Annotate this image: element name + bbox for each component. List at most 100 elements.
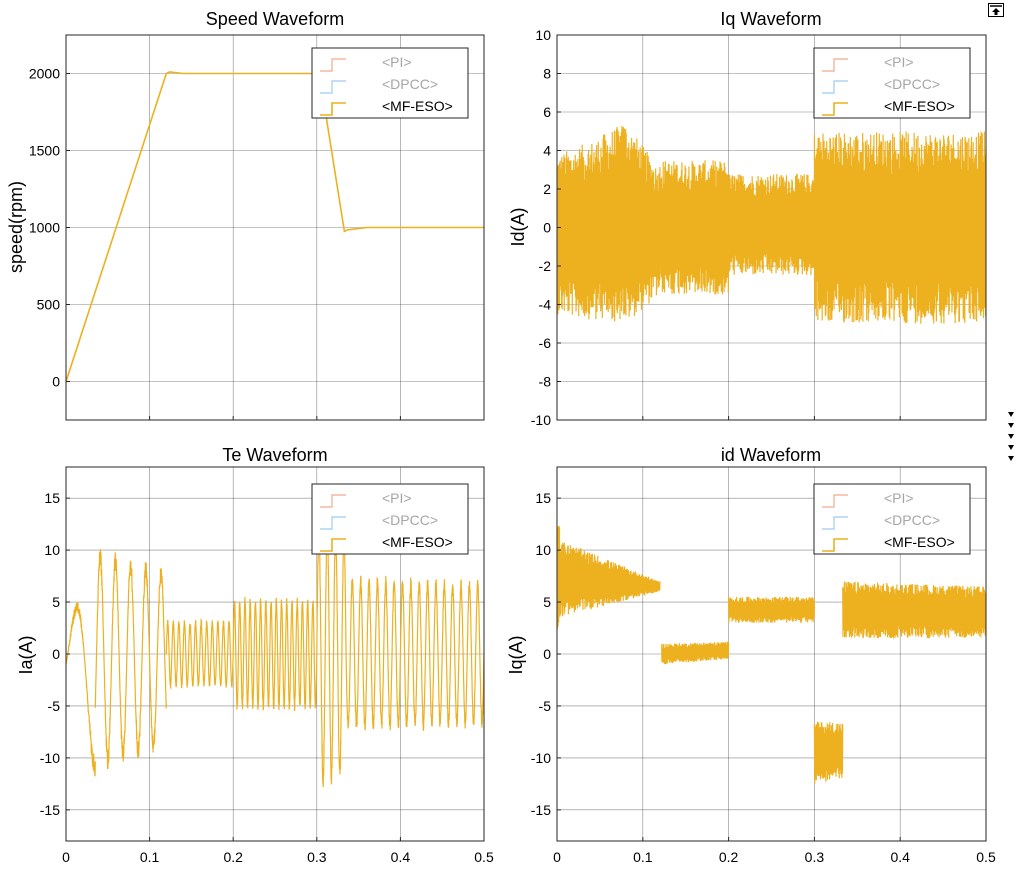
- legend-swatch-mfeso: [822, 102, 848, 116]
- speed-ylabel: speed(rpm): [6, 181, 26, 273]
- iq-ticks: -10 -8 -6 -4 -2 0 2 4 6 8 10: [531, 27, 987, 428]
- y-tick-label: -6: [539, 335, 552, 351]
- y-tick-label: -4: [539, 297, 552, 313]
- series-line-mfeso: [659, 160, 730, 295]
- y-tick-label: -10: [531, 412, 551, 428]
- legend-swatch-dpcc: [822, 516, 848, 530]
- legend-label-mfeso: <MF-ESO>: [884, 534, 955, 550]
- id-legend[interactable]: <PI> <DPCC> <MF-ESO>: [813, 483, 971, 555]
- series-line-mfeso: [590, 125, 627, 322]
- legend-label-pi: <PI>: [884, 54, 914, 70]
- x-tick-label: 0: [62, 849, 70, 865]
- id-ticks: 0 0.1 0.2 0.3 0.4 0.5 -15 -10 -5 0 5 10 15: [531, 490, 996, 865]
- series-line-mfeso: [728, 173, 815, 276]
- y-tick-label: 0: [543, 220, 551, 236]
- id-series: [557, 525, 986, 784]
- y-tick-label: -5: [539, 698, 552, 714]
- series-line-mfeso: [165, 617, 234, 690]
- y-tick-label: -2: [539, 258, 552, 274]
- x-tick-label: 0.1: [633, 849, 653, 865]
- speed-ticks: 0 500 1000 1500 2000: [29, 66, 485, 420]
- iq-title: Iq Waveform: [720, 9, 821, 29]
- legend-label-dpcc: <DPCC>: [884, 512, 940, 528]
- series-line-mfeso: [661, 641, 730, 665]
- series-line-mfeso: [728, 596, 815, 623]
- legend-label-pi: <PI>: [382, 490, 412, 506]
- legend-label-pi: <PI>: [382, 54, 412, 70]
- x-tick-label: 0.2: [223, 849, 243, 865]
- legend-swatch-dpcc: [320, 80, 346, 94]
- te-legend[interactable]: <PI> <DPCC> <MF-ESO>: [311, 483, 469, 555]
- legend-box: [813, 483, 971, 555]
- te-series: [66, 520, 484, 788]
- te-ylabel: Ia(A): [16, 635, 36, 674]
- iq-panel: -10 -8 -6 -4 -2 0 2 4 6 8 10 Iq Waveform Id(A) <PI…: [508, 9, 987, 428]
- legend-label-mfeso: <MF-ESO>: [382, 534, 453, 550]
- x-tick-label: 0: [553, 849, 561, 865]
- speed-panel: 0 500 1000 1500 2000 Speed Waveform speed(rp…: [6, 9, 485, 421]
- series-line-mfeso: [94, 549, 167, 770]
- y-tick-label: 15: [44, 490, 60, 506]
- y-tick-label: -10: [40, 750, 60, 766]
- legend-box: [311, 483, 469, 555]
- y-tick-label: 8: [543, 66, 551, 82]
- y-tick-label: 5: [543, 594, 551, 610]
- x-tick-label: 0.1: [140, 849, 160, 865]
- x-tick-label: 0.4: [391, 849, 411, 865]
- legend-box: [813, 47, 971, 119]
- series-line-mfeso: [345, 575, 484, 731]
- collapse-arrows-icon[interactable]: [1006, 410, 1016, 466]
- speed-series: [66, 71, 484, 382]
- legend-label-dpcc: <DPCC>: [884, 76, 940, 92]
- x-tick-label: 0.2: [719, 849, 739, 865]
- y-tick-label: 5: [52, 594, 60, 610]
- legend-label-dpcc: <DPCC>: [382, 76, 438, 92]
- x-tick-label: 0.5: [976, 849, 996, 865]
- iq-series: [557, 125, 986, 324]
- legend-swatch-dpcc: [822, 80, 848, 94]
- iq-legend[interactable]: <PI> <DPCC> <MF-ESO>: [813, 47, 971, 119]
- legend-box: [311, 47, 469, 119]
- y-tick-label: -5: [48, 698, 61, 714]
- y-tick-label: -15: [40, 802, 60, 818]
- legend-swatch-mfeso: [320, 102, 346, 116]
- series-line-mfeso: [316, 520, 347, 788]
- y-tick-label: 2: [543, 181, 551, 197]
- iq-ylabel: Id(A): [508, 207, 528, 246]
- te-ticks: 0 0.1 0.2 0.3 0.4 0.5 -15 -10 -5 0 5 10 15: [40, 490, 494, 865]
- y-tick-label: 0: [52, 646, 60, 662]
- legend-swatch-pi: [320, 58, 346, 72]
- speed-title: Speed Waveform: [206, 9, 344, 29]
- legend-swatch-pi: [320, 494, 346, 508]
- legend-label-mfeso: <MF-ESO>: [884, 98, 955, 114]
- legend-swatch-mfeso: [320, 538, 346, 552]
- series-line-mfeso: [813, 721, 844, 784]
- y-tick-label: 0: [543, 646, 551, 662]
- series-line-mfeso: [66, 71, 484, 382]
- y-tick-label: 1000: [29, 220, 60, 236]
- speed-legend[interactable]: <PI> <DPCC> <MF-ESO>: [311, 47, 469, 119]
- y-tick-label: 1500: [29, 143, 60, 159]
- series-line-mfeso: [558, 542, 661, 617]
- y-tick-label: 2000: [29, 66, 60, 82]
- export-figure-icon[interactable]: [988, 3, 1004, 17]
- legend-swatch-pi: [822, 58, 848, 72]
- legend-label-dpcc: <DPCC>: [382, 512, 438, 528]
- y-tick-label: 6: [543, 104, 551, 120]
- y-tick-label: 10: [535, 27, 551, 43]
- te-panel: 0 0.1 0.2 0.3 0.4 0.5 -15 -10 -5 0 5 10 15 Te Wavefo…: [16, 445, 494, 865]
- series-line-mfeso: [813, 131, 986, 324]
- series-line-mfeso: [557, 144, 592, 320]
- x-tick-label: 0.3: [805, 849, 825, 865]
- y-tick-label: -10: [531, 750, 551, 766]
- legend-label-mfeso: <MF-ESO>: [382, 98, 453, 114]
- y-tick-label: 10: [535, 542, 551, 558]
- y-tick-label: 0: [52, 374, 60, 390]
- x-tick-label: 0.3: [307, 849, 327, 865]
- y-tick-label: -15: [531, 802, 551, 818]
- legend-swatch-mfeso: [822, 538, 848, 552]
- y-tick-label: -8: [539, 374, 552, 390]
- series-line-mfeso: [625, 129, 661, 317]
- y-tick-label: 15: [535, 490, 551, 506]
